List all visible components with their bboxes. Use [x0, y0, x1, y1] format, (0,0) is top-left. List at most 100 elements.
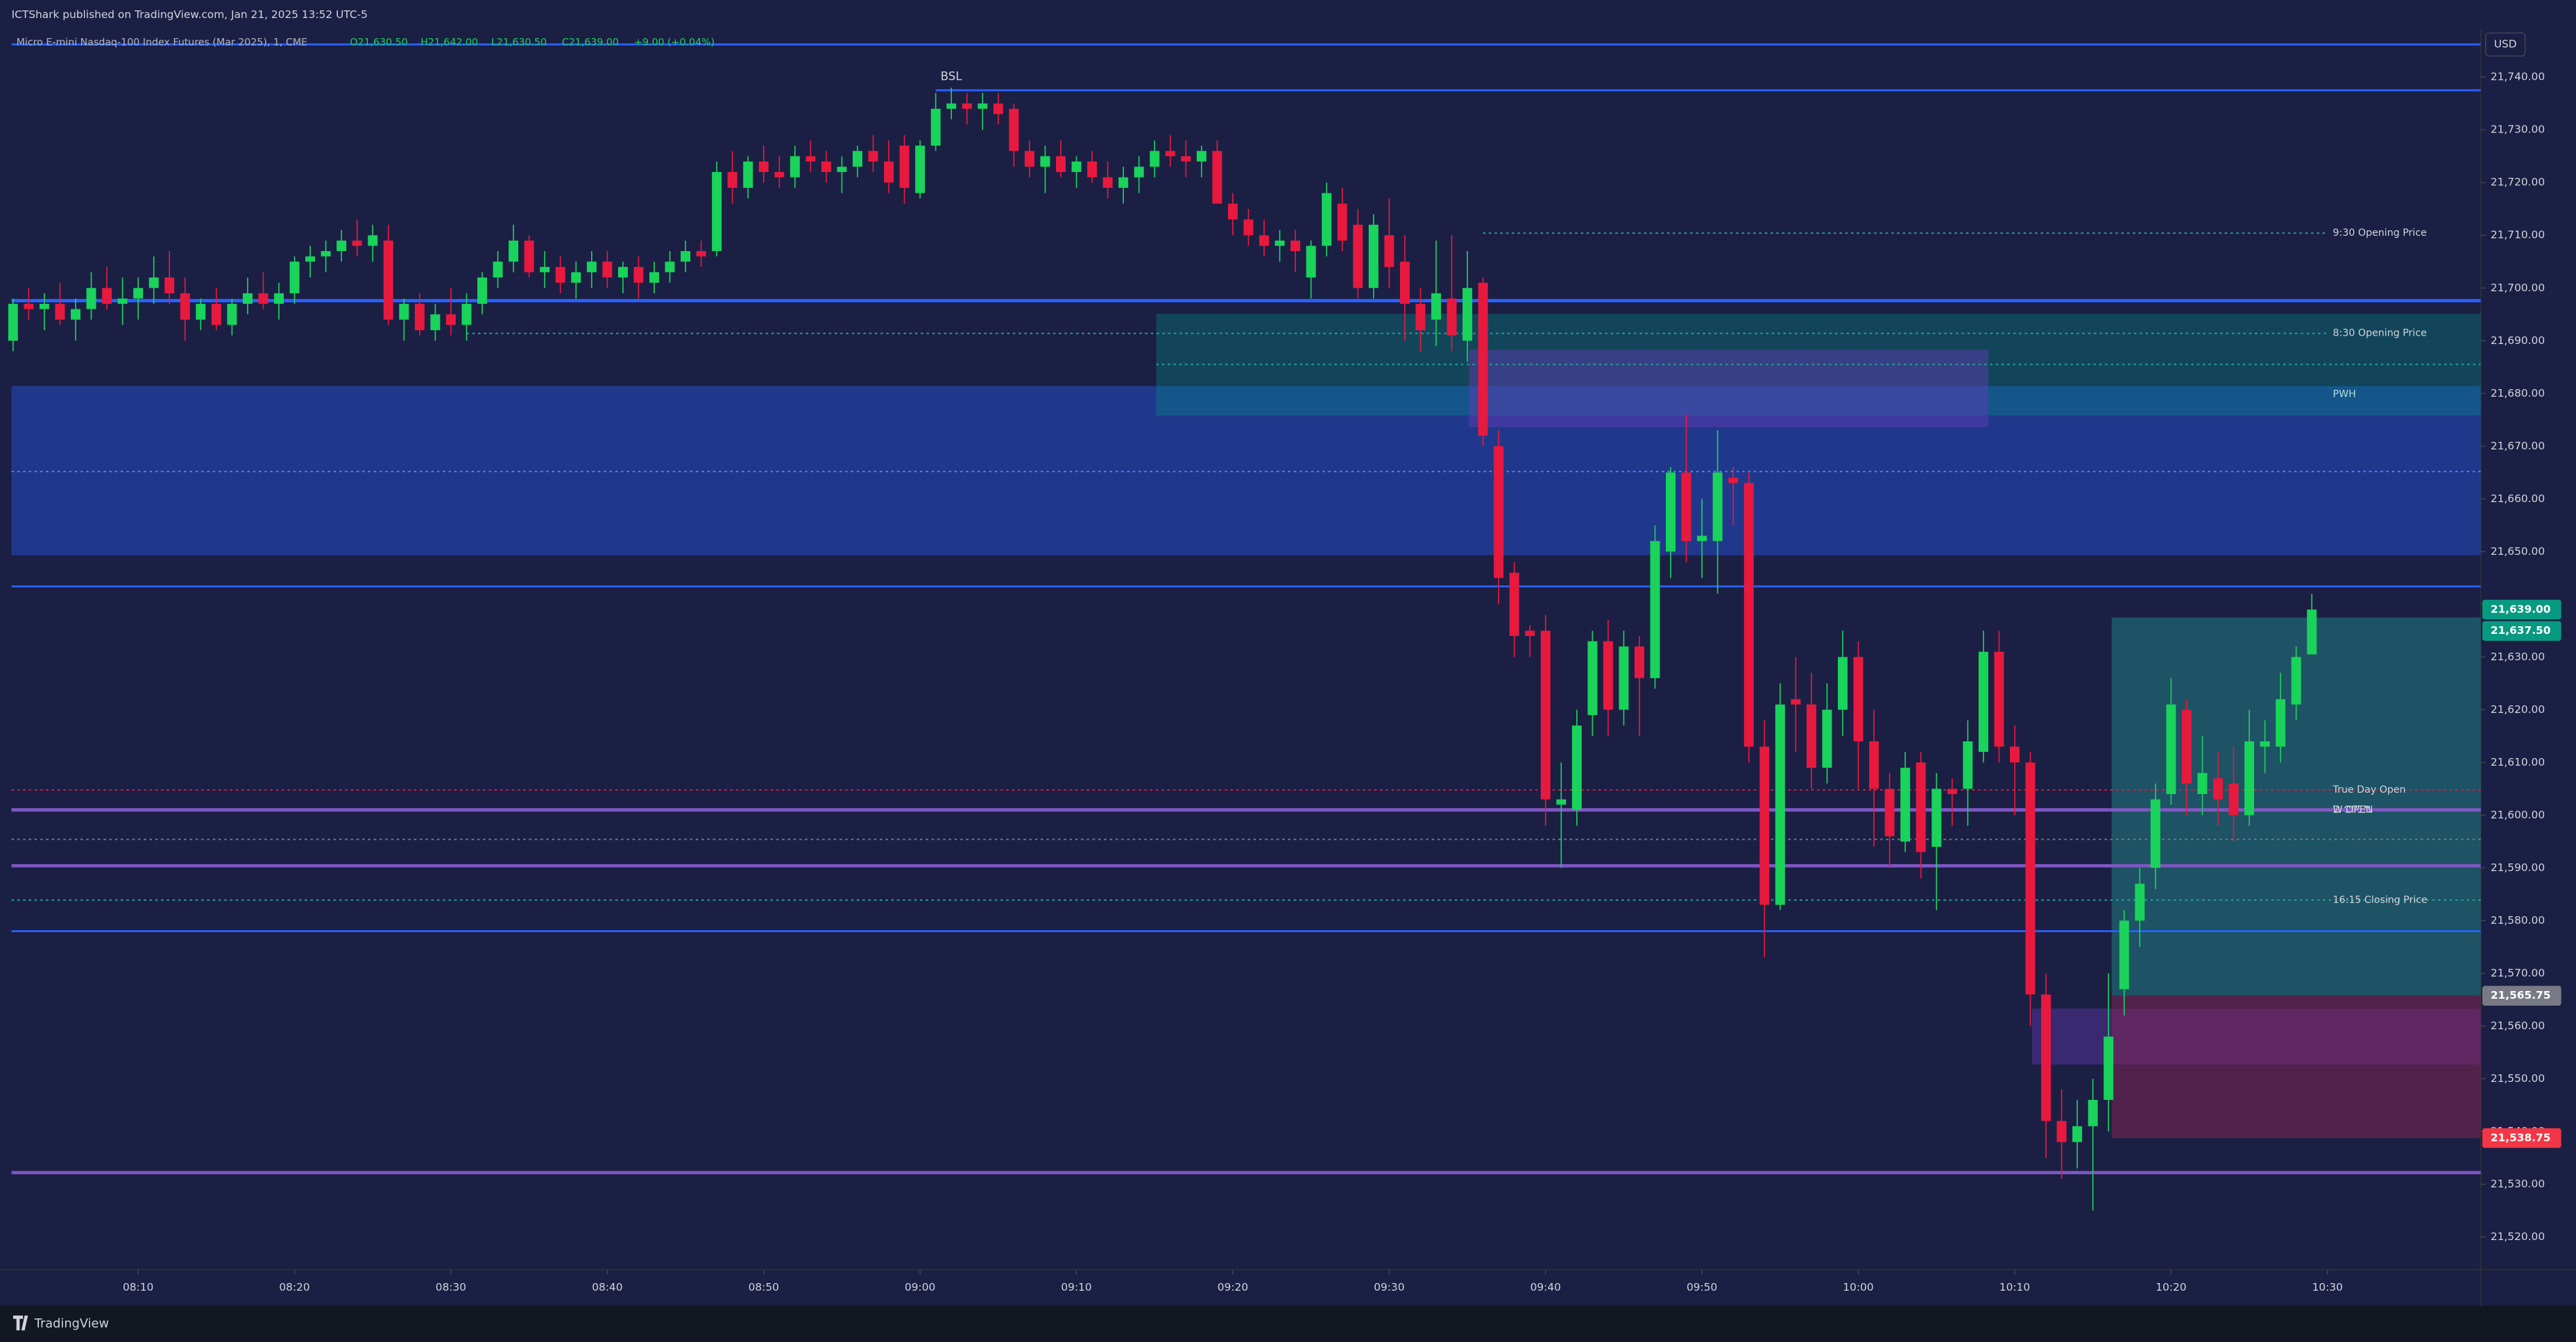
ohlc-low: L21,630.50 [491, 37, 547, 49]
candle-body [1759, 746, 1770, 905]
candle-body [633, 266, 644, 283]
zone-label: PWH [2333, 388, 2356, 399]
candle-body [1947, 789, 1957, 794]
x-tick-label: 09:50 [1687, 1281, 1717, 1293]
candle-body [1322, 193, 1332, 246]
x-tick-label: 08:40 [592, 1281, 622, 1293]
candle-body [1994, 651, 2004, 747]
candle-body [55, 304, 65, 320]
level-label: W OPEN [2333, 805, 2373, 816]
candle-body [2212, 778, 2223, 800]
currency-box[interactable] [2485, 32, 2526, 57]
candle-body [71, 309, 80, 320]
x-tick-label: 10:30 [2312, 1281, 2343, 1293]
y-tick-label: 21,670.00 [2491, 440, 2545, 452]
candle-body [1384, 235, 1394, 267]
candle-body [461, 304, 472, 325]
candle-body [1478, 282, 1488, 436]
ohlc-high: H21,642.00 [420, 37, 478, 49]
candle-body [180, 293, 190, 320]
candle-body [790, 156, 800, 178]
candle-body [1462, 288, 1473, 341]
x-tick-label: 09:30 [1374, 1281, 1404, 1293]
y-tick-label: 21,600.00 [2491, 809, 2545, 821]
candle-body [617, 266, 628, 278]
candle-body [1806, 704, 1816, 768]
candle-body [2197, 773, 2208, 794]
x-tick-label: 09:00 [905, 1281, 935, 1293]
candle-body [1165, 150, 1175, 157]
candle-body [477, 277, 488, 304]
candle-body [2025, 762, 2036, 995]
y-tick-label: 21,570.00 [2491, 967, 2545, 979]
footer-logo[interactable]: TradingView [34, 1317, 109, 1331]
candle-body [305, 256, 316, 262]
candle-body [133, 288, 144, 299]
candle-body [2135, 884, 2145, 921]
candle-body [1259, 235, 1270, 246]
candle-body [571, 272, 581, 283]
logo-icon [12, 1315, 28, 1331]
annotation: BSL [941, 70, 963, 83]
x-tick-label: 10:00 [1843, 1281, 1873, 1293]
candle-body [227, 304, 237, 325]
candle-body [1509, 572, 1519, 636]
zone-box [2111, 995, 2481, 1138]
ohlc-close: C21,639.00 [562, 37, 619, 49]
candle-body [884, 161, 894, 183]
price-tag [2482, 599, 2561, 620]
candle-body [1931, 789, 1942, 848]
candle-body [1743, 483, 1754, 747]
candle-body [1306, 246, 1316, 278]
candle-body [1431, 293, 1441, 320]
candle-body [274, 293, 284, 304]
ohlc-change: +9.00 (+0.04%) [634, 37, 715, 49]
candle-body [868, 150, 878, 162]
candle-body [1212, 150, 1222, 204]
candle-body [1087, 161, 1098, 178]
candle-body [1978, 651, 1988, 752]
candle-body [242, 293, 253, 304]
candle-body [681, 251, 691, 262]
candle-body [1009, 108, 1019, 151]
candle-body [164, 277, 175, 293]
y-tick-label: 21,740.00 [2491, 71, 2545, 83]
candle-body [1494, 446, 1504, 578]
y-tick-label: 21,590.00 [2491, 861, 2545, 874]
x-tick-label: 10:20 [2156, 1281, 2186, 1293]
x-tick-label: 09:40 [1530, 1281, 1561, 1293]
candle-body [1353, 225, 1363, 289]
candle-body [1697, 535, 1707, 542]
candle-body [853, 150, 862, 167]
candle-body [1619, 646, 1629, 710]
level-label: True Day Open [2332, 784, 2406, 795]
y-tick-label: 21,680.00 [2491, 387, 2545, 399]
y-tick-label: 21,630.00 [2491, 651, 2545, 663]
candle-body [1775, 704, 1785, 905]
currency[interactable]: USD [2494, 38, 2517, 51]
candle-body [993, 103, 1003, 114]
symbol: Micro E-mini Nasdaq-100 Index Futures (M… [17, 37, 307, 49]
levels: 9:30 Opening Price 8:30 Opening Price True… [11, 43, 2481, 1175]
y-tick-label: 21,520.00 [2491, 1230, 2545, 1243]
candle-body [1853, 657, 1863, 741]
candle-body [2088, 1099, 2098, 1126]
candle-body [1227, 203, 1238, 220]
candle-body [915, 146, 926, 193]
candle-body [445, 314, 456, 325]
candle-body [2244, 741, 2255, 816]
candle-body [1916, 762, 1926, 852]
candle-body [1415, 304, 1426, 331]
candle-body [196, 304, 206, 320]
candle-body [1368, 225, 1379, 289]
candle-body [1243, 219, 1254, 236]
level-label: 9:30 Opening Price [2333, 227, 2427, 239]
candle-body [758, 161, 769, 173]
candle-body [1556, 799, 1567, 805]
candle-body [1181, 156, 1191, 162]
price-tag [2482, 986, 2561, 1006]
candle-body [1900, 767, 1911, 842]
price-tag-label: 21,639.00 [2491, 603, 2551, 615]
x-tick-label: 08:50 [749, 1281, 779, 1293]
